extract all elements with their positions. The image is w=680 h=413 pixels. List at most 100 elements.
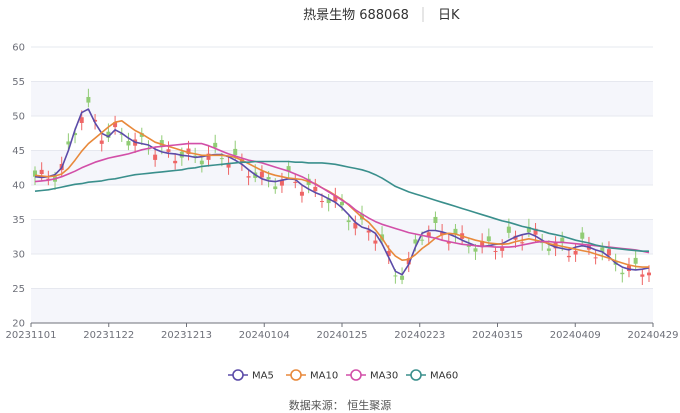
legend-item-ma5[interactable]: MA5 [228, 369, 274, 382]
y-tick-label: 40 [12, 181, 25, 192]
legend-marker [232, 369, 244, 381]
x-tick-label: 20231213 [161, 330, 212, 341]
candle-body [633, 257, 638, 264]
grid-band [31, 116, 653, 151]
candle-body [313, 186, 318, 192]
data-source: 数据来源： 恒生聚源 [289, 398, 392, 412]
candle-body [486, 236, 491, 242]
legend-label: MA5 [252, 371, 274, 382]
candle-body [620, 272, 625, 275]
candle-body [386, 251, 391, 257]
candle-body [213, 142, 218, 148]
legend-item-ma10[interactable]: MA10 [286, 369, 338, 382]
candle-body [159, 140, 164, 147]
candle-body [233, 148, 238, 156]
candle-body [626, 265, 631, 271]
series-line-ma30 [34, 142, 650, 254]
candle-body [520, 242, 525, 244]
x-tick-label: 20240223 [394, 330, 445, 341]
candle-body [426, 232, 431, 238]
series-line-ma60 [34, 160, 649, 252]
candle-body [393, 275, 398, 277]
candle-body [480, 240, 485, 248]
grid-band [31, 150, 653, 185]
candle-body [93, 119, 98, 122]
x-axis: 20231101 20231122 20231213 20240104 20240125… [6, 322, 679, 341]
legend[interactable]: MA5 MA10 MA30 MA60 [228, 369, 458, 382]
plot-background [31, 47, 653, 323]
legend-label: MA60 [430, 371, 458, 382]
candle-body [226, 162, 231, 168]
candle-body [166, 149, 171, 152]
candle-body [33, 170, 37, 177]
candle-body [199, 160, 204, 165]
candle-body [139, 133, 144, 137]
x-tick-label: 20240315 [472, 330, 523, 341]
candle-body [39, 169, 44, 175]
grid-band [31, 219, 653, 254]
candle-body [373, 240, 378, 244]
candle-body [353, 222, 358, 229]
candle-body [546, 248, 551, 251]
candle-body [259, 171, 264, 178]
candle-body [173, 160, 178, 164]
y-tick-label: 50 [12, 112, 25, 123]
candle-body [560, 237, 565, 244]
candle-body [333, 195, 338, 202]
candle-body [266, 177, 271, 180]
legend-item-ma30[interactable]: MA30 [346, 369, 398, 382]
y-tick-label: 25 [12, 284, 25, 295]
candle-body [500, 246, 505, 251]
candle-body [293, 181, 298, 183]
chart-title: 热景生物 688068 [303, 8, 409, 23]
candle-body [533, 228, 538, 235]
candle-body [126, 141, 131, 146]
candle-body [66, 141, 71, 145]
candle-body [106, 131, 111, 138]
candle-body [453, 228, 458, 235]
grid-band [31, 254, 653, 289]
candle-body [279, 179, 284, 186]
candle-body [580, 232, 585, 239]
x-tick-label: 20240409 [550, 330, 601, 341]
x-tick-label: 20240125 [317, 330, 368, 341]
candle-body [473, 248, 478, 252]
y-tick-label: 30 [12, 250, 25, 261]
y-tick-label: 45 [12, 146, 25, 157]
candle-body [73, 133, 78, 136]
candle-body [326, 198, 331, 204]
candle-body [647, 272, 651, 276]
candle-body [299, 191, 304, 196]
x-tick-label: 20240429 [628, 330, 679, 341]
y-axis: 20 25 30 35 40 45 50 55 60 [12, 43, 25, 330]
grid-band [31, 81, 653, 116]
candle-body [239, 159, 244, 163]
candle-body [319, 201, 324, 203]
y-tick-label: 55 [12, 77, 25, 88]
candle-body [493, 250, 498, 252]
candle-body [640, 274, 645, 277]
candle-body [606, 249, 611, 256]
candle-body [506, 226, 511, 233]
x-tick-label: 20231122 [83, 330, 134, 341]
y-tick-label: 60 [12, 43, 25, 54]
legend-label: MA30 [370, 371, 398, 382]
x-tick-label: 20231101 [6, 330, 57, 341]
candle-body [566, 255, 571, 258]
candle-body [99, 140, 104, 144]
candle-body [340, 201, 344, 206]
candle-body [526, 226, 531, 233]
legend-item-ma60[interactable]: MA60 [406, 369, 458, 382]
candle-body [153, 154, 158, 160]
candle-body [186, 148, 191, 154]
y-tick-label: 20 [12, 319, 25, 330]
candle-body [273, 186, 278, 190]
candle-body [466, 245, 471, 247]
candle-body [440, 232, 445, 236]
legend-marker [350, 369, 362, 381]
candle-body [86, 96, 91, 103]
candle-body [513, 235, 518, 240]
candle-body [113, 122, 118, 128]
candle-body [573, 250, 578, 255]
